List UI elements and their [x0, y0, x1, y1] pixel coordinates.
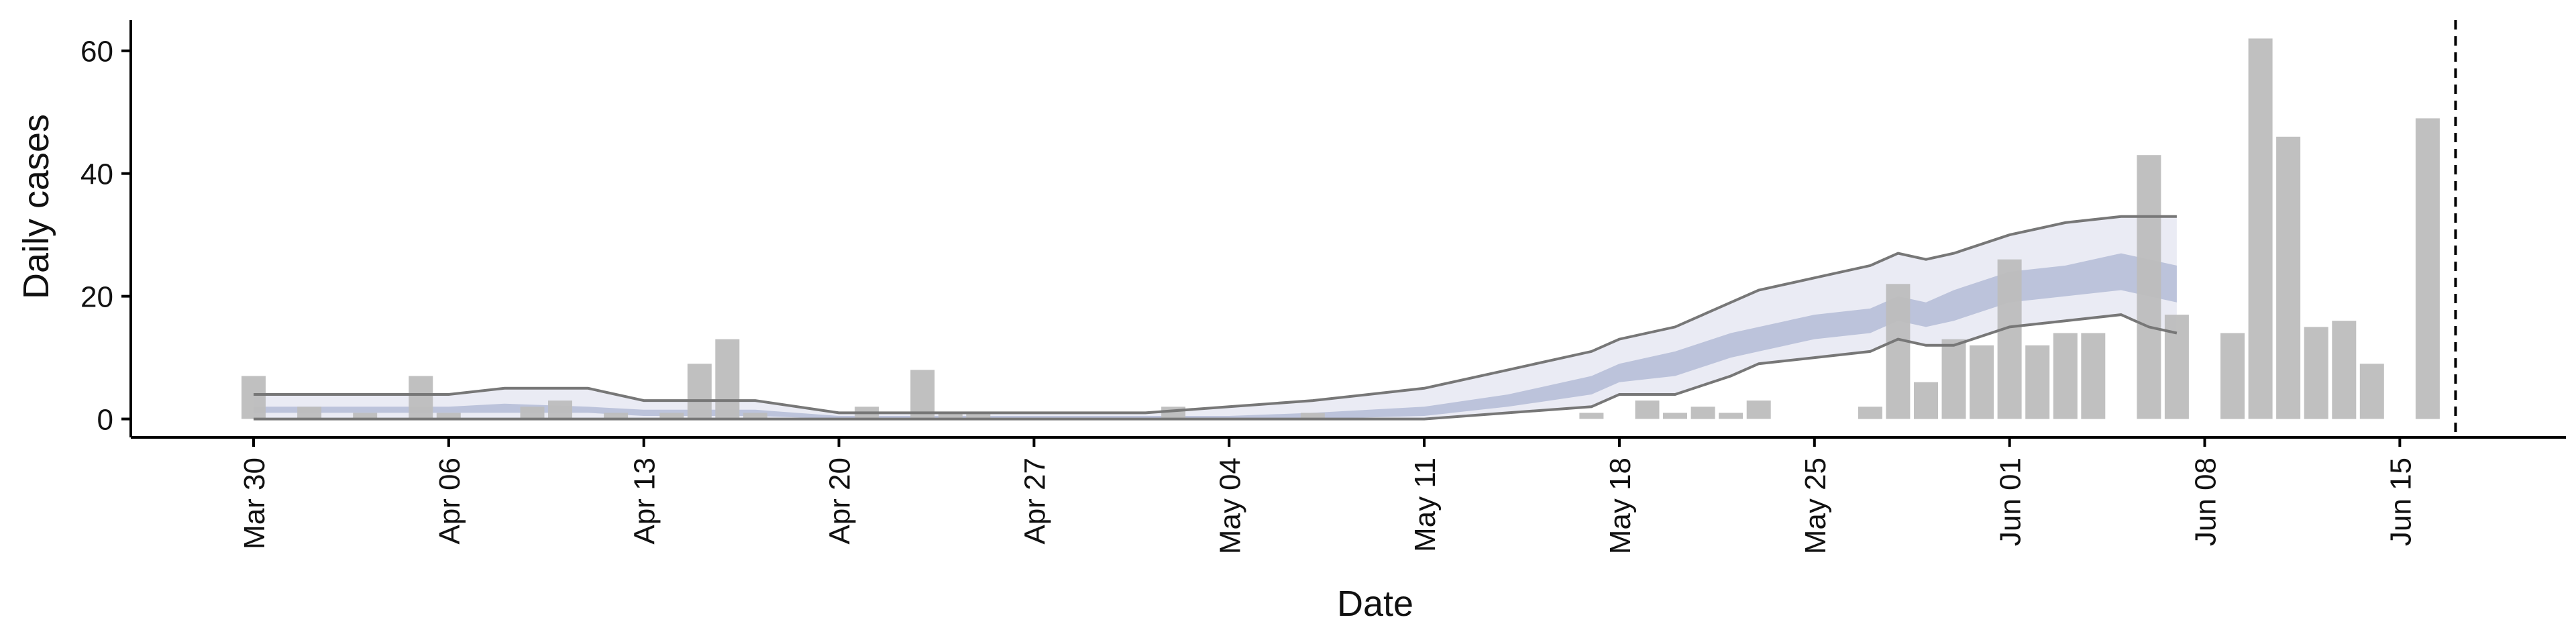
- bar: [2081, 333, 2106, 419]
- bar: [2304, 327, 2328, 419]
- y-tick-label: 0: [97, 404, 113, 437]
- y-tick-label: 20: [80, 281, 113, 314]
- bar: [2359, 364, 2384, 419]
- bar: [1579, 413, 1604, 419]
- bar: [2415, 118, 2440, 419]
- bar: [1690, 407, 1715, 419]
- bar: [1300, 413, 1325, 419]
- bar: [1746, 400, 1771, 419]
- x-tick-label: Mar 30: [238, 458, 271, 549]
- lower-bound-line: [254, 313, 2178, 421]
- bar: [743, 413, 767, 419]
- ticks-group: 0 20 40 60 Mar 30 Apr 06 Apr 13 Apr 20 Apr 27 May…: [80, 36, 2417, 555]
- bar: [409, 376, 433, 419]
- x-tick-label: May 25: [1799, 458, 1832, 554]
- bar: [1886, 284, 1911, 419]
- x-tick-label: Apr 06: [433, 458, 466, 545]
- bar: [1635, 400, 1660, 419]
- bar: [297, 407, 322, 419]
- bars-group: [241, 38, 2440, 419]
- x-tick-label: Apr 13: [629, 458, 661, 545]
- axes-group: [129, 20, 2566, 439]
- x-tick-label: Jun 08: [2190, 458, 2222, 546]
- x-tick-label: Jun 01: [1994, 458, 2027, 546]
- bound-lines-group: [254, 215, 2178, 421]
- bar: [1719, 413, 1743, 419]
- bar: [548, 400, 572, 419]
- bar: [604, 413, 629, 419]
- bar: [1970, 345, 1994, 419]
- y-tick-label: 60: [80, 36, 113, 68]
- bar: [520, 407, 545, 419]
- bar: [910, 370, 935, 419]
- forecast-band-group: [254, 216, 2177, 419]
- bar: [1997, 259, 2022, 419]
- x-tick-label: Apr 20: [824, 458, 857, 545]
- bar: [1914, 382, 1938, 419]
- bar: [687, 364, 712, 419]
- bar: [659, 413, 684, 419]
- bar: [2332, 321, 2357, 419]
- bar: [1941, 339, 1966, 419]
- bar: [353, 413, 378, 419]
- x-tick-label: May 11: [1409, 458, 1442, 552]
- bar: [2025, 345, 2050, 419]
- bar: [2220, 333, 2245, 419]
- bar: [241, 376, 266, 419]
- bar: [2248, 38, 2273, 419]
- bar: [1858, 407, 1882, 419]
- bar: [1663, 413, 1687, 419]
- x-tick-label: May 04: [1214, 458, 1246, 554]
- x-tick-label: Jun 15: [2384, 458, 2417, 546]
- y-axis-title: Daily cases: [16, 114, 56, 299]
- y-tick-label: 40: [80, 158, 113, 191]
- bar: [2276, 136, 2301, 419]
- upper-bound-line: [254, 215, 2177, 415]
- bar: [966, 413, 991, 419]
- x-tick-label: May 18: [1604, 458, 1637, 554]
- x-tick-label: Apr 27: [1018, 458, 1051, 545]
- bar: [938, 413, 963, 419]
- bar: [1161, 407, 1186, 419]
- forecast-band-inner: [254, 253, 2177, 419]
- bar: [715, 339, 740, 419]
- bar: [436, 413, 461, 419]
- bar: [2053, 333, 2078, 419]
- bar: [2137, 155, 2161, 419]
- x-axis-title: Date: [1337, 584, 1413, 624]
